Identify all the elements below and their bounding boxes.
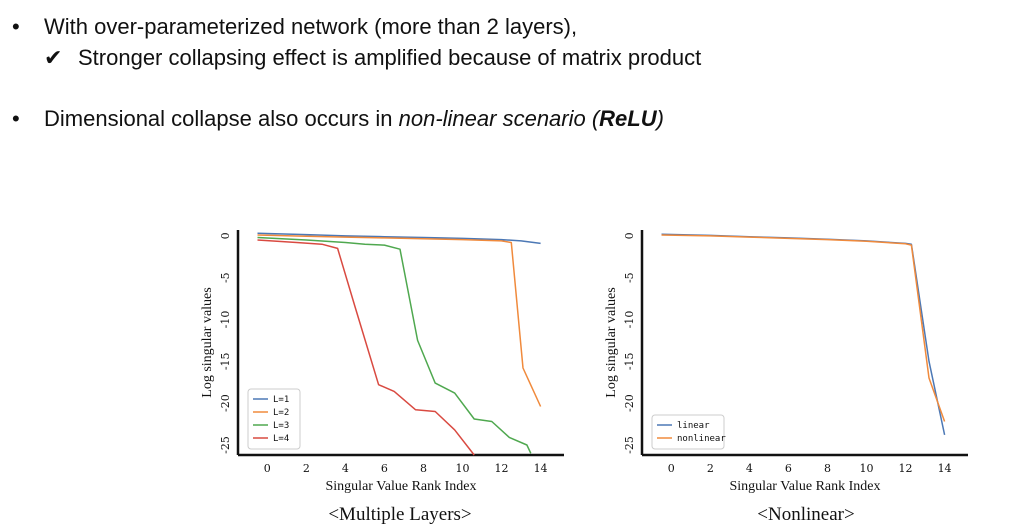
y-tick-label: -10 (219, 311, 232, 329)
y-tick-label: -25 (623, 436, 636, 454)
bullet-text-italic-part: non-linear scenario ( (398, 106, 600, 131)
bullet-dot-icon: • (12, 106, 20, 131)
series-line-nonlinear (661, 234, 946, 422)
series-line-linear (661, 233, 946, 436)
x-tick-label: 8 (420, 462, 427, 475)
bullet-text-plain: Dimensional collapse also occurs in (44, 106, 399, 131)
x-tick-label: 10 (859, 462, 873, 475)
y-tick-label: -5 (623, 272, 636, 283)
legend-entry-label: L=2 (273, 408, 289, 418)
x-tick-label: 10 (455, 462, 469, 475)
x-tick-label: 8 (824, 462, 831, 475)
x-tick-label: 12 (495, 462, 509, 475)
y-tick-label: -5 (219, 272, 232, 283)
chart-caption: <Multiple Layers> (328, 504, 471, 525)
x-axis-label: Singular Value Rank Index (730, 479, 881, 494)
y-tick-label: -10 (623, 311, 636, 329)
y-axis-label: Log singular values (200, 287, 215, 397)
sub-bullet-item-collapsing: ✔ Stronger collapsing effect is amplified… (44, 45, 701, 71)
x-tick-label: 2 (303, 462, 310, 475)
bullet-text-nonlinear: Dimensional collapse also occurs in non-… (44, 106, 664, 132)
x-tick-label: 6 (785, 462, 792, 475)
x-tick-label: 14 (534, 462, 548, 475)
y-tick-label: -25 (219, 436, 232, 454)
nonlinear-chart: 0 2 4 6 8 10 12 14 0 -5 -10 -15 -20 -25 Singular Value… (604, 230, 968, 525)
bullet-text: With over-parameterized network (more th… (44, 14, 578, 39)
x-tick-label: 2 (707, 462, 714, 475)
bullet-text-close: ) (656, 106, 664, 131)
y-tick-label: -15 (219, 352, 232, 370)
legend-entry-label: linear (677, 421, 710, 431)
y-tick-label: -20 (623, 394, 636, 412)
x-tick-label: 12 (899, 462, 913, 475)
x-tick-label: 4 (746, 462, 753, 475)
y-tick-label: -15 (623, 352, 636, 370)
x-tick-label: 6 (381, 462, 388, 475)
series-line-l-2 (257, 234, 542, 407)
x-tick-label: 14 (938, 462, 952, 475)
sub-bullet-text: Stronger collapsing effect is amplified … (78, 45, 702, 70)
x-axis-label: Singular Value Rank Index (326, 479, 477, 494)
bullet-text-italic: non-linear scenario (ReLU) (399, 106, 664, 131)
series-line-l-4 (257, 239, 475, 456)
y-tick-label: 0 (219, 232, 232, 239)
multiple-layers-chart: 0 2 4 6 8 10 12 14 0 -5 -10 -15 -20 -25 Singular Value… (200, 230, 564, 525)
checkmark-icon: ✔ (44, 45, 63, 70)
legend-entry-label: L=3 (273, 421, 289, 431)
y-tick-label: 0 (623, 232, 636, 239)
legend-box (247, 388, 301, 450)
chart-caption: <Nonlinear> (757, 504, 854, 525)
x-tick-label: 4 (342, 462, 349, 475)
series-line-l-1 (257, 232, 541, 245)
bullet-text-bold: ReLU (599, 106, 657, 131)
x-tick-label: 0 (264, 462, 271, 475)
y-tick-label: -20 (219, 394, 232, 412)
legend-entry-label: nonlinear (677, 434, 726, 444)
bullet-dot-icon: • (12, 14, 20, 39)
y-axis-label: Log singular values (604, 287, 619, 397)
x-tick-label: 0 (668, 462, 675, 475)
legend-box (651, 414, 725, 450)
series-line-l-3 (257, 236, 532, 454)
legend-entry-label: L=4 (273, 434, 289, 444)
legend-entry-label: L=1 (273, 395, 289, 405)
